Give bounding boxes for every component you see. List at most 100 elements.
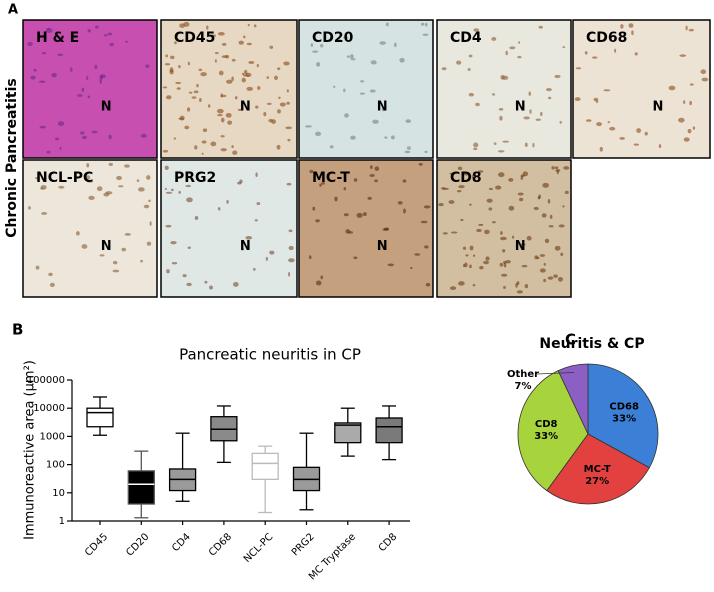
stain-speck [381, 106, 385, 112]
box [334, 422, 362, 444]
stain-speck [359, 92, 366, 95]
stain-speck [493, 142, 497, 145]
stain-speck [255, 105, 259, 109]
stain-speck [81, 244, 88, 249]
stain-speck [683, 137, 690, 142]
stain-speck [222, 42, 227, 46]
stain-speck [277, 109, 281, 114]
stain-speck [620, 24, 624, 29]
stain-speck [614, 48, 617, 53]
stain-speck [248, 60, 255, 64]
stain-speck [485, 256, 490, 261]
stain-speck [425, 282, 431, 287]
stain-speck [218, 70, 224, 76]
stain-speck [81, 87, 85, 93]
stain-speck [372, 119, 379, 124]
stain-speck [560, 252, 564, 256]
stain-speck [469, 203, 472, 206]
stain-speck [423, 205, 431, 209]
y-tick-label: 100000 [27, 375, 65, 386]
stain-speck [553, 274, 558, 278]
stain-speck [187, 61, 190, 66]
stain-speck [184, 125, 190, 130]
stain-speck [521, 264, 528, 268]
stain-speck [243, 35, 246, 39]
stain-speck [312, 206, 316, 211]
stain-speck [217, 207, 221, 211]
stain-speck [473, 142, 479, 148]
stain-speck [631, 30, 634, 36]
stain-speck [201, 152, 204, 155]
x-tick-label: PRG2 [290, 531, 317, 558]
chart-title: Neuritis & CP [539, 336, 644, 352]
stain-speck [140, 259, 143, 263]
stain-speck [547, 199, 551, 204]
stain-speck [503, 285, 506, 289]
stain-speck [246, 42, 253, 46]
stain-speck [471, 174, 475, 179]
stain-speck [441, 187, 446, 190]
stain-speck [644, 131, 648, 136]
stain-speck [124, 233, 131, 236]
micrograph: MC-T N [298, 159, 434, 298]
box [375, 417, 403, 444]
stain-speck [449, 172, 456, 175]
stain-speck [348, 231, 354, 234]
stain-speck [210, 141, 217, 147]
stain-speck [542, 182, 550, 188]
stain-speck [255, 172, 258, 178]
tile-label: PRG2 [174, 170, 216, 186]
tile-label: MC-T [312, 170, 350, 186]
stain-speck [387, 263, 394, 267]
stain-speck [524, 142, 528, 147]
nerve-marker: N [652, 99, 663, 114]
stain-speck [405, 119, 411, 124]
stain-speck [286, 89, 289, 93]
stain-speck [367, 196, 372, 200]
y-axis-label: Immunoreactive area (µm²) [23, 360, 38, 540]
stain-speck [538, 25, 543, 29]
stain-speck [689, 100, 692, 106]
micrograph-tile [572, 19, 711, 159]
stain-speck [475, 102, 480, 107]
stain-speck [464, 262, 468, 268]
micrograph: CD68 N [572, 19, 711, 159]
slice-value: 7% [515, 381, 532, 392]
stain-speck [58, 185, 65, 189]
stain-speck [425, 22, 428, 27]
stain-speck [491, 36, 497, 41]
stain-speck [46, 150, 51, 154]
stain-speck [121, 247, 126, 252]
stain-speck [216, 113, 223, 117]
stain-speck [164, 165, 169, 171]
stain-speck [595, 100, 599, 103]
stain-speck [350, 58, 356, 61]
stain-speck [483, 260, 490, 265]
stain-speck [176, 87, 181, 90]
stain-speck [220, 135, 225, 138]
stain-speck [48, 272, 53, 277]
box [251, 452, 279, 480]
stain-speck [465, 254, 469, 257]
stain-speck [596, 122, 602, 127]
stain-speck [241, 247, 244, 251]
stain-speck [276, 144, 281, 150]
stain-speck [304, 125, 312, 128]
slice-label: MC-T [584, 464, 611, 475]
stain-speck [384, 136, 388, 139]
stain-speck [146, 175, 151, 180]
stain-speck [619, 137, 626, 140]
stain-speck [217, 31, 225, 36]
stain-speck [397, 201, 403, 205]
stain-speck [344, 113, 349, 118]
stain-speck [315, 131, 322, 137]
stain-speck [472, 284, 476, 287]
stain-speck [145, 64, 150, 68]
stain-speck [683, 100, 686, 105]
stain-speck [456, 60, 462, 65]
stain-speck [478, 223, 482, 226]
stain-speck [105, 191, 113, 195]
stain-speck [469, 245, 474, 251]
y-tick-label: 1 [59, 516, 65, 527]
stain-speck [138, 187, 145, 192]
